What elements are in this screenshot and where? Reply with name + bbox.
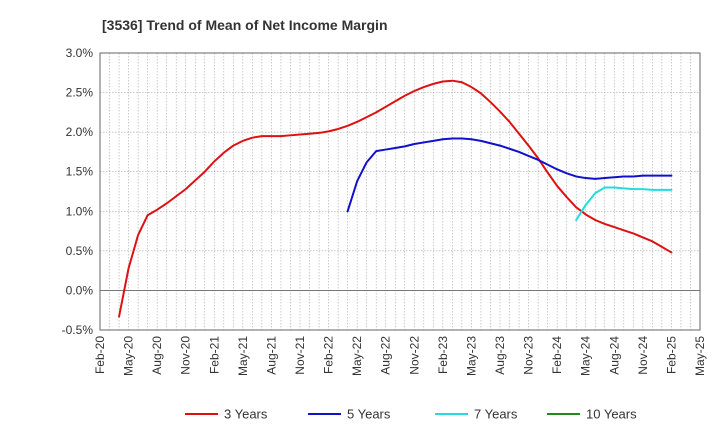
legend-label: 5 Years xyxy=(347,407,391,422)
chart-title: [3536] Trend of Mean of Net Income Margi… xyxy=(102,17,388,33)
x-tick-label: Nov-23 xyxy=(522,336,536,375)
x-tick-label: Feb-25 xyxy=(664,336,678,374)
plot-area xyxy=(100,53,700,330)
x-tick-label: May-25 xyxy=(693,336,707,376)
series-line-3-years xyxy=(118,79,673,318)
x-tick-label: May-24 xyxy=(579,336,593,376)
x-tick-label: Aug-24 xyxy=(607,336,621,375)
x-tick-label: Feb-20 xyxy=(93,336,107,374)
x-tick-label: Nov-20 xyxy=(179,336,193,375)
x-tick-label: Feb-22 xyxy=(322,336,336,374)
x-tick-label: May-20 xyxy=(122,336,136,376)
x-tick-label: Aug-23 xyxy=(493,336,507,375)
x-tick-label: Feb-24 xyxy=(550,336,564,374)
x-tick-label: Aug-22 xyxy=(379,336,393,375)
x-tick-label: Nov-24 xyxy=(636,336,650,375)
y-tick-label: 2.0% xyxy=(66,125,94,139)
legend-label: 3 Years xyxy=(224,407,268,422)
x-tick-label: Aug-21 xyxy=(264,336,278,375)
x-tick-label: May-23 xyxy=(464,336,478,376)
y-tick-label: 1.5% xyxy=(66,165,94,179)
x-tick-label: May-21 xyxy=(236,336,250,376)
x-tick-label: Feb-23 xyxy=(436,336,450,374)
y-tick-label: 0.0% xyxy=(66,283,94,297)
x-tick-label: May-22 xyxy=(350,336,364,376)
y-tick-label: -0.5% xyxy=(62,323,94,337)
x-tick-label: Aug-20 xyxy=(150,336,164,375)
y-tick-label: 3.0% xyxy=(66,46,94,60)
y-tick-label: 1.0% xyxy=(66,204,94,218)
series-line-7-years xyxy=(575,186,673,221)
series-line-5-years xyxy=(346,137,673,213)
legend-item-3-years: 3 Years xyxy=(185,407,268,422)
legend-item-5-years: 5 Years xyxy=(308,407,391,422)
plot-border xyxy=(99,52,701,331)
x-tick-label: Nov-21 xyxy=(293,336,307,375)
legend-item-7-years: 7 Years xyxy=(435,407,518,422)
legend-label: 7 Years xyxy=(474,407,518,422)
legend-label: 10 Years xyxy=(586,407,637,422)
y-tick-label: 2.5% xyxy=(66,86,94,100)
x-tick-label: Feb-21 xyxy=(207,336,221,374)
x-tick-label: Nov-22 xyxy=(407,336,421,375)
legend-item-10-years: 10 Years xyxy=(547,407,637,422)
y-tick-label: 0.5% xyxy=(66,244,94,258)
